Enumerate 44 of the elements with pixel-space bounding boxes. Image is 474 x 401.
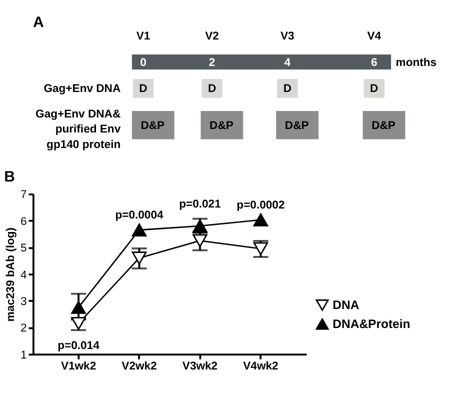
annotation: p=0.014 [58,340,100,352]
point [71,300,86,314]
y-tick-label: 6 [20,216,27,228]
text: V2 [205,30,219,42]
annotation: p=0.0002 [236,200,285,212]
point [132,224,147,236]
text: Gag+Env DNA& purified Env gp140 protein [36,108,122,151]
y-tick-label: 7 [20,189,27,202]
annotation: p=0.021 [179,198,221,210]
text: months [396,56,437,69]
point [192,234,208,248]
y-tick-label: 1 [20,349,27,362]
text: V4 [367,30,382,42]
text: 2 [208,56,216,69]
chart-title: B [4,168,16,186]
text: V1 [136,30,150,42]
text: D [370,83,378,96]
text: 6 [370,56,378,69]
text: D [208,83,216,96]
text: D [139,83,148,96]
y-tick-label: 5 [20,242,27,255]
x-tick-label: V2wk2 [122,360,157,373]
text: D&P [372,120,396,132]
annotation: p=0.0004 [115,210,164,222]
text: A [32,14,44,32]
point [253,213,268,226]
text: 4 [284,56,292,69]
point [132,252,147,265]
x-tick-label: V4wk2 [243,360,278,373]
legend-label: DNA&Protein [332,316,410,331]
text: D&P [284,120,310,132]
text: Gag+Env DNA [44,83,121,96]
text: D&P [140,120,166,132]
text: V3 [280,30,294,42]
text: D [283,83,292,96]
y-axis-title: mac239 bAb (log) [4,227,17,322]
x-tick-label: V1wk2 [60,360,96,373]
legend-label: DNA [332,298,360,312]
x-tick-label: V3wk2 [182,360,218,373]
text: 0 [140,56,146,69]
y-tick-label: 2 [20,322,27,335]
y-tick-label: 3 [20,296,27,308]
text: D&P [210,120,234,132]
y-tick-label: 4 [20,269,27,282]
